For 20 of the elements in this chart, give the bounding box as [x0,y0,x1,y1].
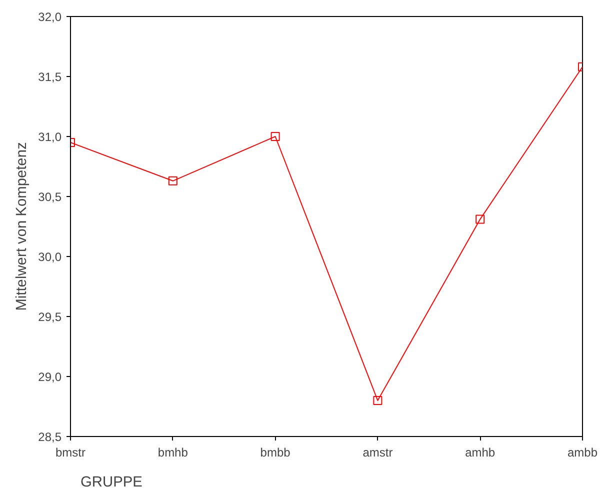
x-tick-label: bmhb [158,446,188,460]
x-tick-label: amstr [362,446,393,460]
point [270,132,280,141]
y-tick-label: 30,5 [38,190,62,204]
x-axis-title: GRUPPE [80,474,143,490]
y-axis-title: Mittelwert von Kompetenz [14,142,30,311]
y-tick-label: 31,0 [38,130,62,144]
x-tick-label: bmbb [260,446,291,460]
x-tick-label: bmstr [56,446,86,460]
y-tick-label: 31,5 [38,70,62,84]
y-tick-label: 30,0 [38,250,62,264]
x-tick-label: ambb [567,446,598,460]
y-tick-label: 28,5 [38,430,62,444]
x-tick-label: amhb [465,446,496,460]
point [168,176,178,186]
y-tick-label: 29,0 [38,370,62,384]
point [373,396,382,405]
y-tick-label: 32,0 [38,10,62,24]
y-tick-label: 29,5 [38,310,62,324]
point [476,214,485,224]
